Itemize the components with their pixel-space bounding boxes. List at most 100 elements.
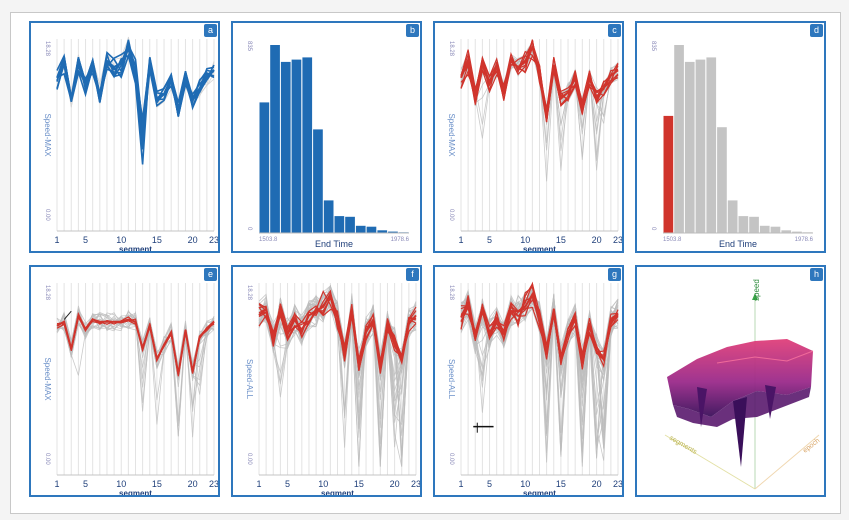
x-tick-label: 10 xyxy=(520,479,530,489)
x-tick-label: 1 xyxy=(54,235,59,245)
segments-axis xyxy=(664,434,756,490)
x-axis-title: segment xyxy=(119,245,152,253)
hist-bar xyxy=(323,200,334,233)
panel-h[interactable]: speed segments epoch h xyxy=(635,265,826,497)
hist-bar xyxy=(334,216,345,233)
x-tick-label: 20 xyxy=(188,479,198,489)
hist-bar xyxy=(259,102,270,234)
chart-d: 835 0 1503.8 1978.6 End Time xyxy=(650,41,814,249)
x-tick-label: 15 xyxy=(152,235,162,245)
y-axis-title: Speed-ALL xyxy=(245,359,254,400)
y-top-label: 18.28 xyxy=(448,285,454,301)
hist-bar xyxy=(674,45,684,233)
x-tick-label: 5 xyxy=(83,479,88,489)
chart-h: speed segments epoch xyxy=(664,279,821,490)
hist-bar xyxy=(695,59,706,233)
hist-bar xyxy=(270,45,280,233)
hist-bar xyxy=(377,230,388,233)
panel-f[interactable]: 18.28 0.00 Speed-ALL 1 5 10 15 20 23 segment f xyxy=(231,265,422,497)
series-line xyxy=(258,291,417,369)
x-tick-label: 15 xyxy=(556,235,566,245)
panel-badge: e xyxy=(204,268,217,281)
hist-bar xyxy=(781,230,792,233)
x-min-label: 1503.8 xyxy=(259,237,278,243)
hist-bar xyxy=(759,225,770,233)
panel-badge: c xyxy=(608,24,621,37)
x-tick-label: 20 xyxy=(592,235,602,245)
brush-mark xyxy=(63,310,72,320)
hist-bar xyxy=(388,231,398,233)
hist-bar xyxy=(313,129,323,233)
x-tick-label: 23 xyxy=(209,235,219,245)
y-top-label: 18.28 xyxy=(44,285,50,301)
panel-badge: f xyxy=(406,268,419,281)
x-tick-label: 10 xyxy=(318,479,328,489)
x-min-label: 1503.8 xyxy=(663,237,682,243)
x-tick-label: 23 xyxy=(411,479,421,489)
panel-badge: a xyxy=(204,24,217,37)
hist-bar xyxy=(302,57,313,234)
surface-ridge xyxy=(716,350,814,364)
x-axis-title: segment xyxy=(321,489,354,497)
x-tick-label: 23 xyxy=(613,479,623,489)
x-tick-label: 5 xyxy=(487,479,492,489)
x-axis-title: segment xyxy=(119,489,152,497)
x-tick-label: 10 xyxy=(520,235,530,245)
x-tick-label: 15 xyxy=(152,479,162,489)
y-axis-title: Speed-MAX xyxy=(447,113,456,157)
x-tick-label: 10 xyxy=(116,479,126,489)
x-tick-label: 23 xyxy=(209,479,219,489)
hist-bar xyxy=(749,216,759,233)
x-max-label: 1978.6 xyxy=(391,237,410,243)
x-axis-title: segment xyxy=(523,489,556,497)
panel-c[interactable]: 18.28 0.00 Speed-MAX 1 5 10 15 20 23 segment c xyxy=(433,21,624,253)
x-tick-label: 10 xyxy=(116,235,126,245)
series-line xyxy=(460,291,619,363)
panel-e[interactable]: 18.28 0.00 Speed-MAX 1 5 10 15 20 23 segment e xyxy=(29,265,220,497)
hist-bar xyxy=(792,231,802,233)
panel-d[interactable]: 835 0 1503.8 1978.6 End Time d xyxy=(635,21,826,253)
hist-bar xyxy=(291,59,302,233)
x-tick-label: 15 xyxy=(556,479,566,489)
x-axis-title: End Time xyxy=(315,239,353,249)
y-top-label: 18.28 xyxy=(448,41,454,57)
speed-arrow-icon xyxy=(752,293,758,300)
y-bottom-label: 0.00 xyxy=(448,209,454,221)
panel-g[interactable]: 18.28 0.00 Speed-ALL 1 5 10 15 20 23 segment g xyxy=(433,265,624,497)
hist-bar xyxy=(738,216,749,233)
chart-b: 835 0 1503.8 1978.6 End Time xyxy=(246,41,410,249)
panel-badge: d xyxy=(810,24,823,37)
series-line xyxy=(56,312,215,375)
y-bottom-label: 0 xyxy=(246,227,252,231)
y-top-label: 835 xyxy=(650,41,656,52)
y-top-label: 18.28 xyxy=(246,285,252,301)
segments-axis-label: segments xyxy=(668,435,698,456)
panel-a[interactable]: 18.28 0.00 Speed-MAX 1 5 10 15 20 23 segment a xyxy=(29,21,220,253)
panel-b[interactable]: 835 0 1503.8 1978.6 End Time b xyxy=(231,21,422,253)
surface-spike xyxy=(733,397,747,467)
series-line-context xyxy=(460,293,619,415)
hist-bar xyxy=(770,226,781,233)
x-max-label: 1978.6 xyxy=(795,237,814,243)
hist-bar xyxy=(706,57,717,234)
hist-bar xyxy=(366,226,377,233)
x-tick-label: 20 xyxy=(592,479,602,489)
series-line xyxy=(56,44,215,121)
hist-bar xyxy=(355,225,366,233)
x-axis-title: End Time xyxy=(719,239,757,249)
y-bottom-label: 0.00 xyxy=(246,453,252,465)
epoch-axis xyxy=(754,434,820,490)
x-tick-label: 5 xyxy=(83,235,88,245)
x-axis-title: segment xyxy=(523,245,556,253)
x-tick-label: 23 xyxy=(613,235,623,245)
y-top-label: 835 xyxy=(246,41,252,52)
speed-axis-label: speed xyxy=(752,279,761,301)
x-tick-label: 20 xyxy=(390,479,400,489)
hist-bar xyxy=(345,216,355,233)
x-tick-label: 1 xyxy=(458,479,463,489)
hist-bar xyxy=(663,115,674,233)
y-bottom-label: 0.00 xyxy=(44,209,50,221)
